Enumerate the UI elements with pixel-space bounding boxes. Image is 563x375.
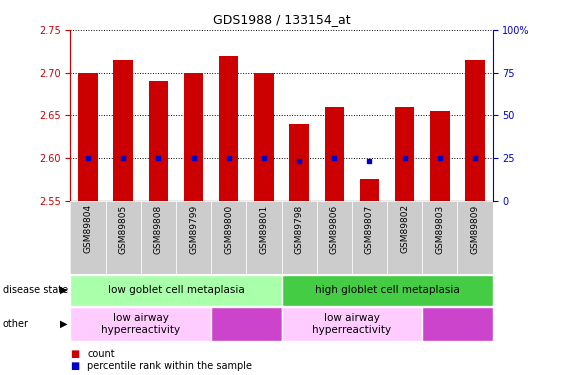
Text: high globlet cell metaplasia: high globlet cell metaplasia — [315, 285, 459, 295]
Bar — [141, 201, 176, 274]
Text: low airway
hyperreactivity: low airway hyperreactivity — [312, 313, 391, 335]
Bar — [360, 179, 379, 201]
Text: disease state: disease state — [3, 285, 68, 295]
Bar — [282, 201, 316, 274]
Bar — [114, 60, 133, 201]
Text: GSM89799: GSM89799 — [189, 204, 198, 254]
Bar — [422, 201, 457, 274]
Bar — [211, 307, 282, 341]
Bar — [247, 201, 282, 274]
Bar — [78, 73, 97, 201]
Text: GSM89802: GSM89802 — [400, 204, 409, 254]
Bar — [106, 201, 141, 274]
Bar — [325, 107, 344, 201]
Bar — [211, 201, 247, 274]
Bar — [457, 201, 493, 274]
Text: GSM89800: GSM89800 — [224, 204, 233, 254]
Bar — [316, 201, 352, 274]
Bar — [422, 307, 493, 341]
Bar — [70, 201, 106, 274]
Bar — [352, 201, 387, 274]
Text: GSM89803: GSM89803 — [435, 204, 444, 254]
Bar — [184, 73, 203, 201]
Bar — [254, 73, 274, 201]
Text: GSM89801: GSM89801 — [260, 204, 269, 254]
Bar — [289, 124, 309, 201]
Text: GSM89808: GSM89808 — [154, 204, 163, 254]
Text: GSM89806: GSM89806 — [330, 204, 339, 254]
Bar — [176, 201, 211, 274]
Text: percentile rank within the sample: percentile rank within the sample — [87, 361, 252, 370]
Bar — [70, 275, 282, 306]
Bar — [149, 81, 168, 201]
Text: ▶: ▶ — [60, 285, 68, 295]
Text: low airway
hyperreactivity: low airway hyperreactivity — [101, 313, 180, 335]
Text: high airway
hyperreactivity: high airway hyperreactivity — [212, 314, 281, 334]
Text: ■: ■ — [70, 361, 79, 370]
Bar — [282, 307, 422, 341]
Text: GSM89809: GSM89809 — [471, 204, 480, 254]
Text: ▶: ▶ — [60, 319, 68, 329]
Bar — [430, 111, 449, 201]
Bar — [387, 201, 422, 274]
Text: high airway
hyperreactivity: high airway hyperreactivity — [423, 314, 492, 334]
Bar — [395, 107, 414, 201]
Text: GSM89805: GSM89805 — [119, 204, 128, 254]
Bar — [219, 56, 238, 201]
Bar — [70, 307, 211, 341]
Text: GSM89798: GSM89798 — [294, 204, 303, 254]
Text: GSM89807: GSM89807 — [365, 204, 374, 254]
Text: low goblet cell metaplasia: low goblet cell metaplasia — [108, 285, 244, 295]
Bar — [466, 60, 485, 201]
Text: count: count — [87, 350, 115, 359]
Text: GSM89804: GSM89804 — [83, 204, 92, 254]
Text: GDS1988 / 133154_at: GDS1988 / 133154_at — [213, 13, 350, 26]
Text: other: other — [3, 319, 29, 329]
Bar — [282, 275, 493, 306]
Text: ■: ■ — [70, 350, 79, 359]
